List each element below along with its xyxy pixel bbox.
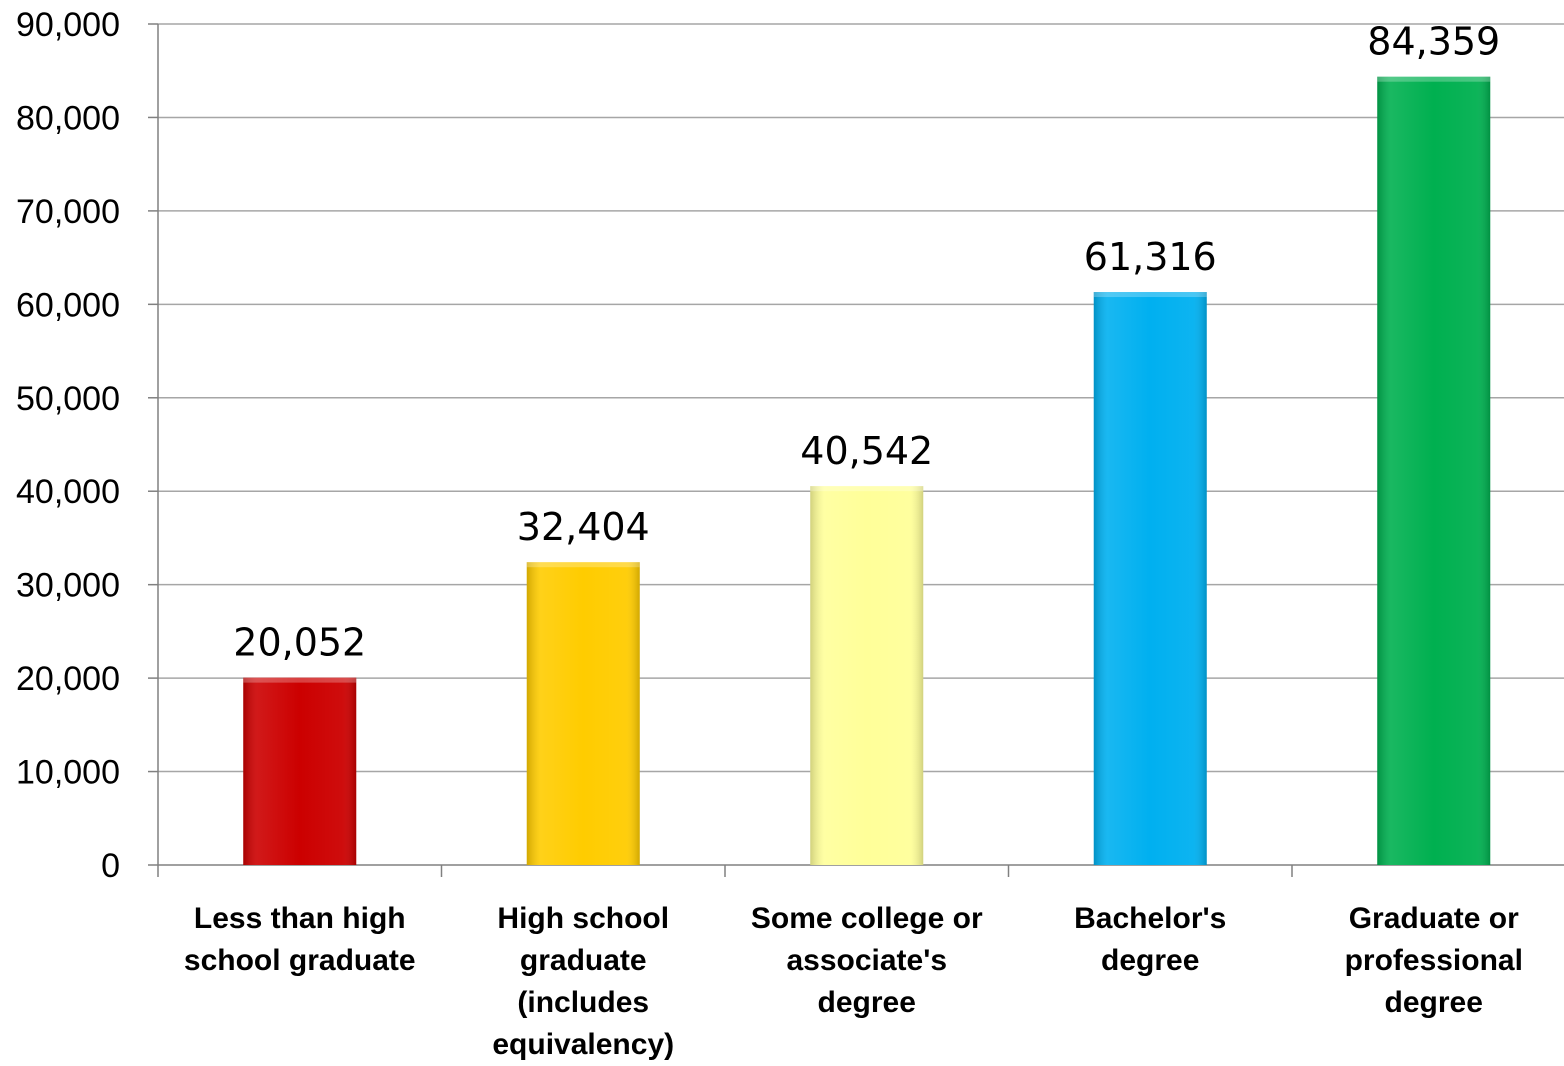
- x-category-label: Graduate or professional degree: [1294, 898, 1564, 1024]
- data-label: 84,359: [1367, 20, 1500, 64]
- y-tick-label: 80,000: [16, 99, 120, 137]
- y-tick-label: 50,000: [16, 380, 120, 418]
- y-tick-label: 30,000: [16, 567, 120, 605]
- y-tick-label: 70,000: [16, 193, 120, 231]
- x-category-label: Less than high school graduate: [160, 898, 440, 982]
- bar-shading: [243, 677, 357, 865]
- x-category-label-line: degree: [1384, 986, 1483, 1019]
- y-tick-label: 40,000: [16, 473, 120, 511]
- bar-top-bevel: [243, 677, 357, 683]
- bar-shading: [810, 486, 924, 865]
- x-category-label-line: degree: [1101, 944, 1200, 977]
- bar-top-bevel: [810, 486, 924, 492]
- x-category-label-line: (includes: [517, 986, 650, 1019]
- x-category-label: High school graduate (includes equivalency): [443, 898, 723, 1066]
- data-labels: 20,052 32,404 40,542 61,316 84,359: [233, 20, 1500, 665]
- x-category-label-line: Less than high: [193, 902, 406, 935]
- gridlines: [158, 23, 1564, 773]
- bar-top-bevel: [1093, 292, 1207, 298]
- bar-shading: [1377, 76, 1491, 865]
- x-category-label-line: graduate: [519, 944, 647, 977]
- x-category-label-line: professional: [1344, 944, 1523, 977]
- x-category-label-line: Graduate or: [1348, 902, 1519, 935]
- x-category-label-line: school graduate: [183, 944, 416, 977]
- x-category-label-line: associate's: [786, 944, 948, 977]
- y-tick-label: 20,000: [16, 660, 120, 698]
- bars: [243, 76, 1491, 866]
- bar-shading: [1093, 292, 1207, 866]
- data-label: 61,316: [1084, 235, 1217, 279]
- data-label: 20,052: [233, 621, 366, 665]
- data-label: 40,542: [800, 429, 933, 473]
- x-category-label-line: Bachelor's: [1074, 902, 1227, 935]
- bar-top-bevel: [526, 562, 640, 568]
- y-tick-label: 0: [101, 847, 120, 885]
- y-tick-label: 90,000: [16, 6, 120, 44]
- x-category-label-line: Some college or: [750, 902, 983, 935]
- x-category-label-line: High school: [497, 902, 670, 935]
- bar-top-bevel: [1377, 76, 1491, 82]
- y-axis-tick-labels: 0 10,000 20,000 30,000 40,000 50,000 60,000 70,…: [16, 6, 120, 885]
- x-category-label: Bachelor's degree: [1010, 898, 1290, 982]
- bar-shading: [526, 562, 640, 865]
- y-tick-label: 60,000: [16, 286, 120, 324]
- x-category-label-line: equivalency): [492, 1028, 675, 1061]
- data-label: 32,404: [517, 505, 650, 549]
- y-tick-label: 10,000: [16, 754, 120, 792]
- x-category-label: Some college or associate's degree: [727, 898, 1007, 1024]
- x-category-label-line: degree: [817, 986, 916, 1019]
